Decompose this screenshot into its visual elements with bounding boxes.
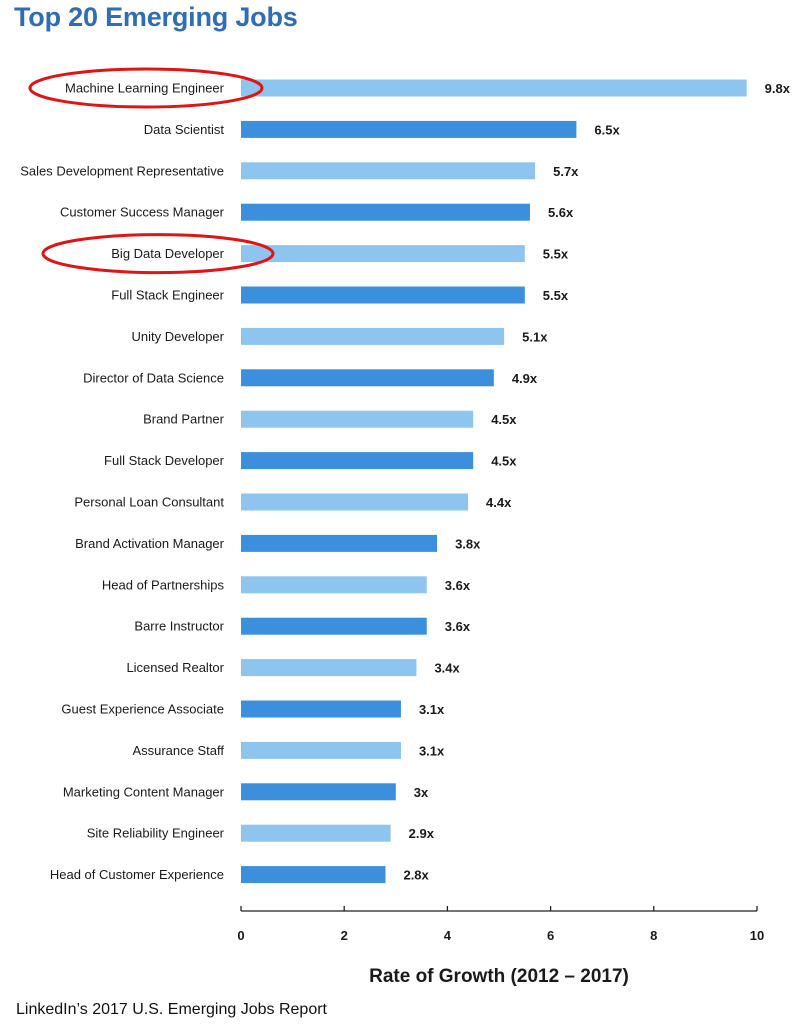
bar (241, 576, 427, 594)
bar (241, 203, 530, 221)
x-axis-title: Rate of Growth (2012 – 2017) (369, 966, 629, 987)
category-label: Head of Partnerships (102, 577, 225, 592)
category-label: Personal Loan Consultant (74, 495, 224, 510)
bar (241, 700, 401, 718)
bar (241, 245, 525, 263)
bar (241, 659, 417, 677)
category-label: Brand Partner (143, 412, 225, 427)
value-label: 4.9x (512, 371, 538, 386)
category-label: Head of Customer Experience (50, 867, 224, 882)
value-label: 3.4x (434, 661, 460, 676)
value-label: 4.4x (486, 495, 512, 510)
value-label: 3x (414, 785, 429, 800)
category-label: Customer Success Manager (60, 205, 225, 220)
category-label: Barre Instructor (134, 619, 224, 634)
category-label: Unity Developer (132, 329, 225, 344)
bar (241, 286, 525, 304)
bar (241, 866, 386, 884)
bar (241, 617, 427, 635)
x-tick-label: 10 (750, 928, 764, 943)
bar (241, 162, 536, 180)
bar (241, 369, 494, 387)
bar-chart: Machine Learning Engineer 9.8x Data Scient… (20, 67, 791, 987)
value-label: 5.5x (543, 247, 569, 262)
category-label: Guest Experience Associate (61, 702, 224, 717)
bar (241, 741, 401, 759)
value-label: 5.7x (553, 164, 579, 179)
category-label: Marketing Content Manager (63, 784, 225, 799)
value-label: 5.6x (548, 205, 574, 220)
bar (241, 327, 505, 345)
value-label: 5.5x (543, 288, 569, 303)
bar (241, 824, 391, 842)
source-note: LinkedIn’s 2017 U.S. Emerging Jobs Repor… (16, 1001, 327, 1018)
value-label: 2.8x (403, 868, 429, 883)
category-label: Director of Data Science (83, 370, 224, 385)
x-tick-label: 0 (237, 928, 244, 943)
value-label: 2.9x (409, 826, 435, 841)
highlight-ring (28, 67, 264, 109)
bar (241, 410, 474, 428)
category-label: Data Scientist (144, 122, 225, 137)
category-label: Full Stack Engineer (111, 288, 224, 303)
value-label: 3.6x (445, 578, 471, 593)
labels-layer: Machine Learning Engineer 9.8x Data Scient… (20, 81, 791, 883)
x-axis-ticks: 0 2 4 6 8 10 (237, 906, 764, 943)
category-label: Assurance Staff (132, 743, 224, 758)
category-label: Licensed Realtor (126, 660, 224, 675)
category-label: Machine Learning Engineer (65, 81, 225, 96)
x-tick-label: 4 (444, 928, 452, 943)
bar (241, 534, 438, 552)
value-label: 3.6x (445, 619, 471, 634)
value-label: 4.5x (491, 412, 517, 427)
value-label: 3.8x (455, 536, 481, 551)
category-label: Brand Activation Manager (75, 536, 225, 551)
value-label: 6.5x (594, 122, 620, 137)
bar (241, 783, 396, 801)
value-label: 5.1x (522, 329, 548, 344)
value-label: 9.8x (765, 81, 791, 96)
category-label: Full Stack Developer (104, 453, 225, 468)
x-tick-label: 6 (547, 928, 554, 943)
bars-layer (241, 79, 747, 884)
highlight-layer (28, 67, 275, 275)
value-label: 3.1x (419, 702, 445, 717)
value-label: 3.1x (419, 743, 445, 758)
bar (241, 493, 469, 511)
bar (241, 120, 577, 138)
category-label: Big Data Developer (111, 246, 224, 261)
x-tick-label: 2 (341, 928, 348, 943)
value-label: 4.5x (491, 454, 517, 469)
highlight-ring (41, 233, 275, 275)
category-label: Site Reliability Engineer (87, 826, 225, 841)
x-tick-label: 8 (650, 928, 657, 943)
bar (241, 79, 747, 97)
bar (241, 452, 474, 470)
chart-title: Top 20 Emerging Jobs (14, 2, 298, 32)
category-label: Sales Development Representative (20, 163, 224, 178)
